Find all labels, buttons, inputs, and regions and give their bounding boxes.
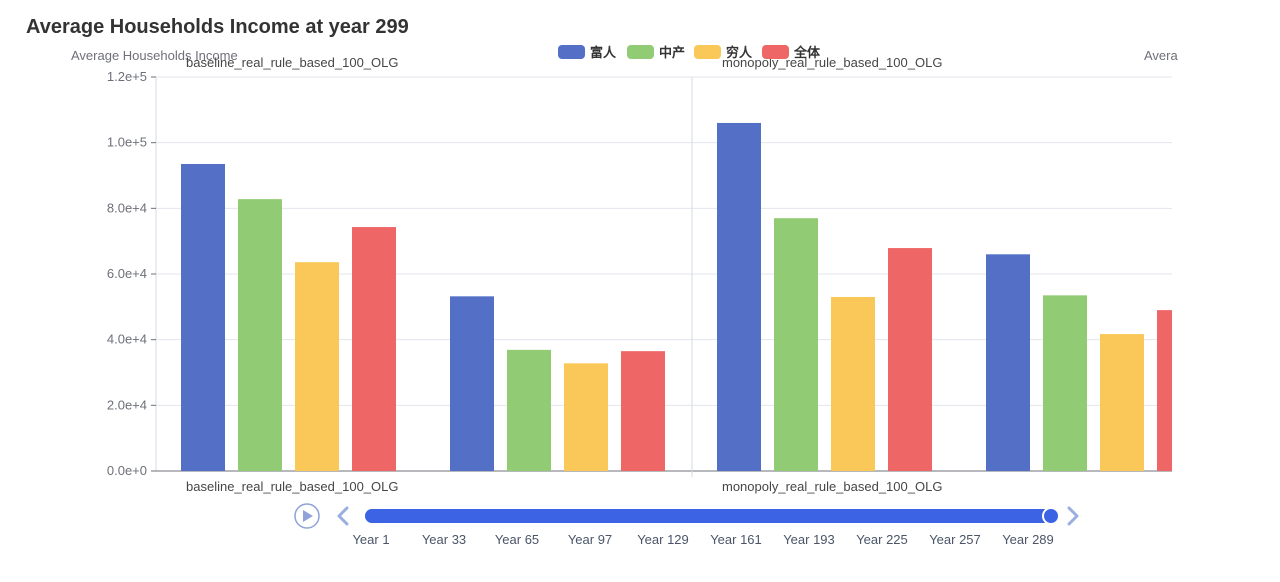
timeline-label[interactable]: Year 65 (495, 532, 539, 547)
timeline[interactable]: Year 1 Year 33 Year 65 Year 97 Year 129 Year … (294, 503, 1079, 547)
bar[interactable] (564, 363, 608, 471)
timeline-label[interactable]: Year 129 (637, 532, 689, 547)
bar[interactable] (986, 254, 1030, 471)
legend[interactable]: 富人 中产 穷人 全体 (558, 45, 821, 61)
legend-item[interactable]: 中产 (627, 45, 685, 61)
y-tick-label: 8.0e+4 (107, 200, 147, 215)
bar[interactable] (507, 349, 551, 471)
y-axis-title: Average Households Income (71, 48, 238, 63)
bar[interactable] (450, 296, 494, 471)
play-icon[interactable] (294, 503, 320, 529)
bar[interactable] (1100, 334, 1144, 471)
timeline-progress (365, 509, 1051, 523)
legend-label: 穷人 (726, 45, 753, 61)
timeline-label[interactable]: Year 33 (422, 532, 466, 547)
legend-item[interactable]: 穷人 (694, 45, 753, 61)
bar[interactable] (831, 296, 875, 471)
chart-title: Average Households Income at year 299 (26, 16, 409, 38)
timeline-label[interactable]: Year 1 (352, 532, 389, 547)
legend-item[interactable]: 全体 (762, 45, 821, 61)
bar[interactable] (888, 248, 932, 471)
panel-label-bottom: monopoly_real_rule_based_100_OLG (722, 479, 942, 494)
timeline-label[interactable]: Year 97 (568, 532, 612, 547)
legend-label: 中产 (659, 45, 685, 61)
legend-item[interactable]: 富人 (558, 45, 617, 61)
bar[interactable] (181, 164, 225, 471)
legend-label: 全体 (793, 45, 821, 61)
y-tick-label: 1.2e+5 (107, 69, 147, 84)
timeline-label[interactable]: Year 257 (929, 532, 981, 547)
y-axis-title-right: Avera (1144, 48, 1178, 63)
legend-label: 富人 (590, 45, 617, 61)
timeline-label[interactable]: Year 289 (1002, 532, 1054, 547)
legend-swatch (694, 45, 721, 59)
bars (181, 77, 1172, 477)
y-tick-label: 0.0e+0 (107, 463, 147, 478)
bar[interactable] (621, 351, 665, 471)
bar[interactable] (1043, 295, 1087, 471)
legend-swatch (558, 45, 585, 59)
timeline-handle[interactable] (1042, 507, 1060, 525)
y-tick-label: 2.0e+4 (107, 397, 147, 412)
bar[interactable] (238, 199, 282, 471)
panel-label-top: baseline_real_rule_based_100_OLG (186, 55, 399, 70)
bar[interactable] (774, 218, 818, 471)
legend-swatch (627, 45, 654, 59)
y-tick-label: 4.0e+4 (107, 332, 147, 347)
bar[interactable] (717, 122, 761, 471)
y-tick-label: 6.0e+4 (107, 266, 147, 281)
y-tick-label: 1.0e+5 (107, 135, 147, 150)
legend-swatch (762, 45, 789, 59)
timeline-label[interactable]: Year 225 (856, 532, 908, 547)
bar[interactable] (1157, 310, 1172, 471)
panel-label-top: monopoly_real_rule_based_100_OLG (722, 55, 942, 70)
bar[interactable] (295, 262, 339, 471)
chevron-right-icon[interactable] (1067, 506, 1079, 526)
bar[interactable] (352, 227, 396, 471)
timeline-label[interactable]: Year 161 (710, 532, 762, 547)
chevron-left-icon[interactable] (337, 506, 349, 526)
y-axis: 0.0e+0 2.0e+4 4.0e+4 6.0e+4 8.0e+4 1.0e+5 1.2e… (71, 48, 1178, 478)
timeline-label[interactable]: Year 193 (783, 532, 835, 547)
panel-label-bottom: baseline_real_rule_based_100_OLG (186, 479, 399, 494)
